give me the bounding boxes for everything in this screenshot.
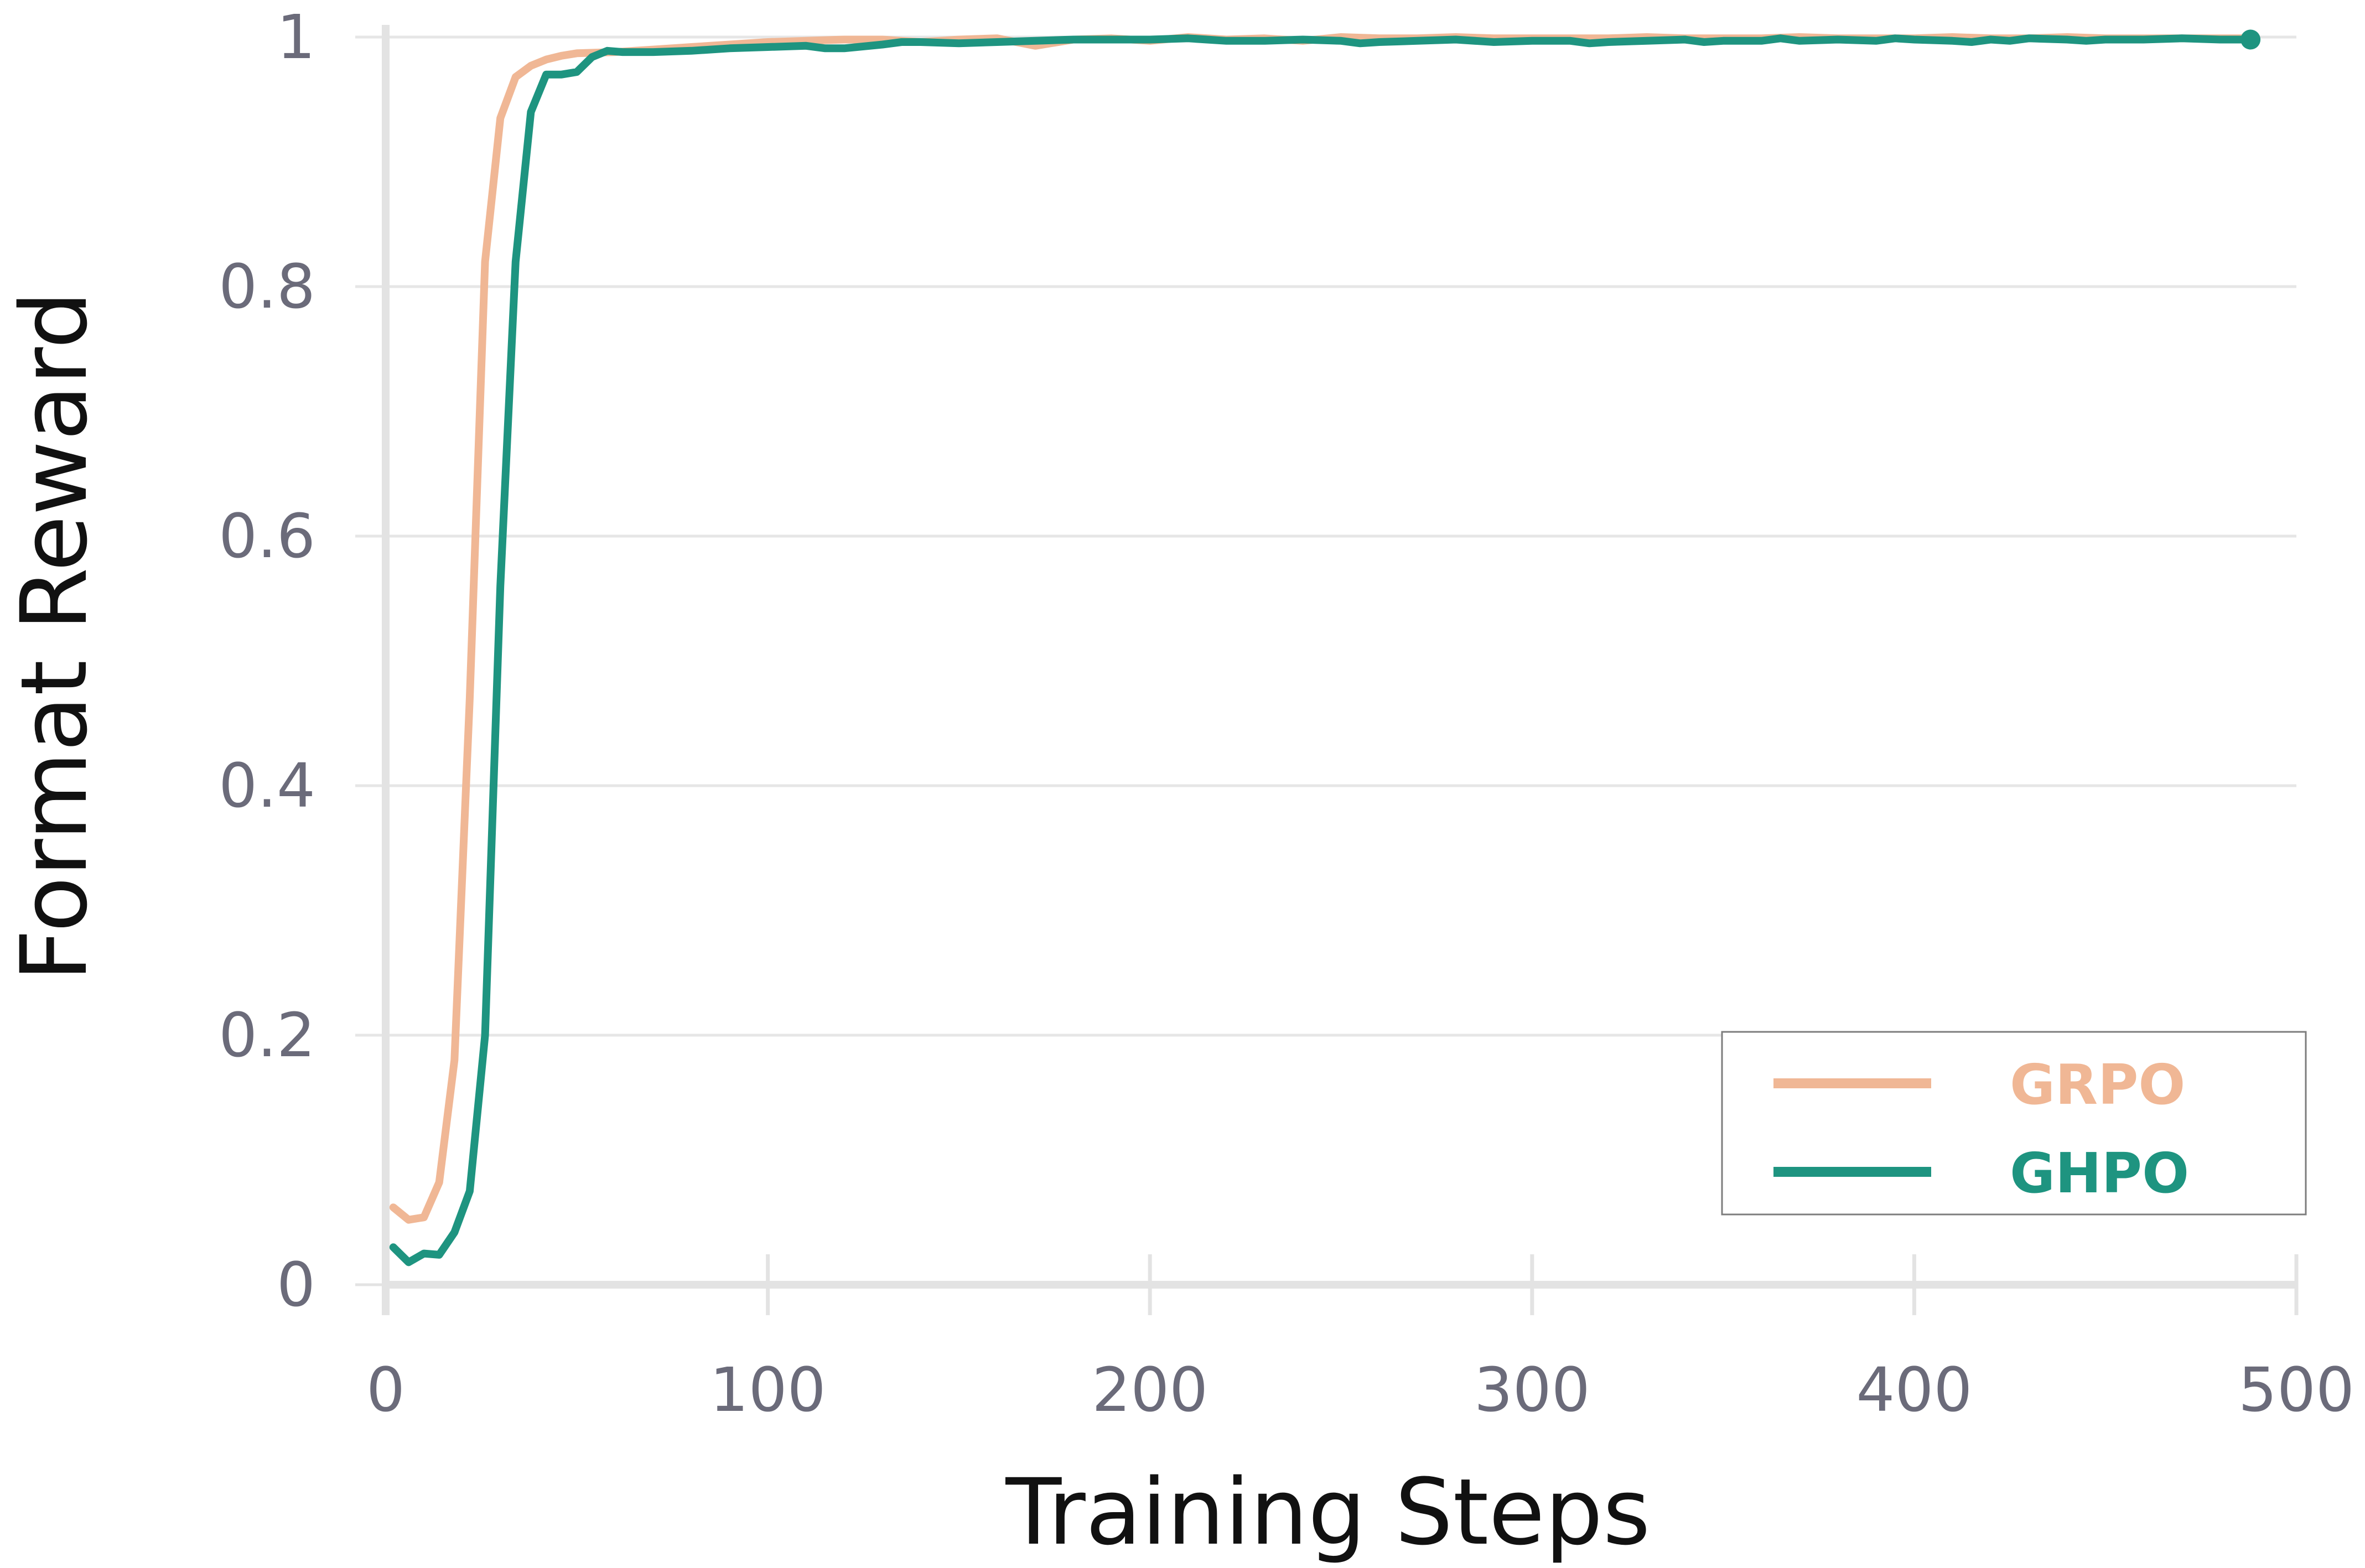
y-tick-label: 0 (277, 1249, 315, 1320)
x-tick-label: 400 (1856, 1354, 1972, 1425)
y-tick-label: 0.2 (219, 1000, 315, 1071)
legend-label-ghpo: GHPO (2010, 1141, 2189, 1206)
x-axis-title: Training Steps (1005, 1459, 1650, 1565)
x-tick-label: 200 (1092, 1354, 1208, 1425)
x-tick-labels: 0 100 200 300 400 500 (366, 1354, 2354, 1425)
axes (382, 25, 2299, 1315)
legend: GRPO GHPO (1721, 1031, 2307, 1216)
legend-label-grpo: GRPO (2010, 1052, 2185, 1117)
y-tick-label: 0.8 (219, 251, 315, 322)
y-axis-title: Format Reward (1, 291, 107, 982)
x-tick-label: 0 (366, 1354, 405, 1425)
x-tick-label: 500 (2238, 1354, 2354, 1425)
legend-box (1721, 1031, 2307, 1216)
y-tick-label: 1 (277, 2, 315, 72)
y-tick-label: 0.4 (219, 750, 315, 821)
series-end-point-ghpo (2240, 29, 2261, 50)
y-tick-label: 0.6 (219, 501, 315, 572)
x-tick-label: 300 (1474, 1354, 1590, 1425)
series-lines (389, 29, 2261, 1266)
x-tick-label: 100 (710, 1354, 826, 1425)
y-tick-labels: 0 0.2 0.4 0.6 0.8 1 (219, 2, 315, 1320)
series-line-ghpo (389, 34, 2255, 1266)
